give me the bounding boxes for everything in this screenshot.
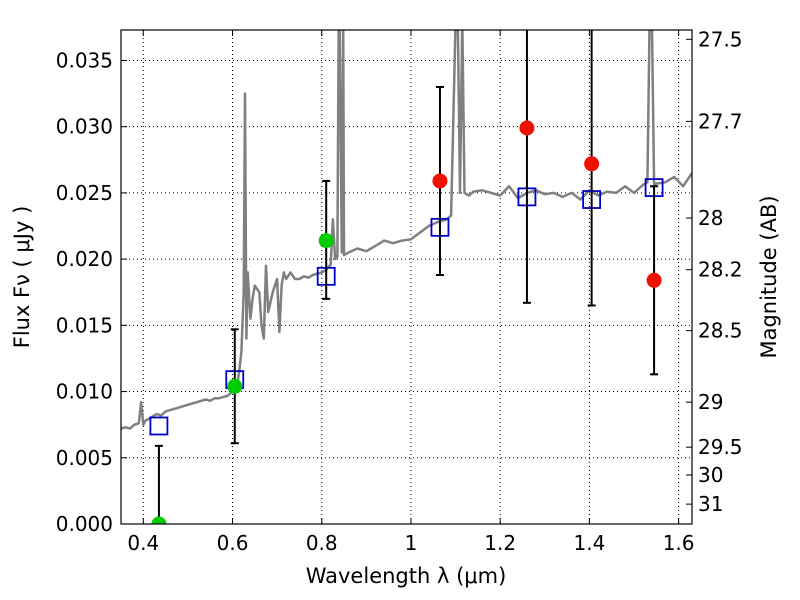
y-tick-label: 0.020 [56,247,113,271]
x-tick-label: 0.6 [217,531,249,555]
upper-limit-point [584,156,600,172]
y-tick-label: 0.030 [56,115,113,139]
model-photometry-square [149,416,169,436]
y-tick-label: 0.025 [56,181,113,205]
x-tick-label: 1 [405,531,418,555]
detection-point [318,233,334,249]
data-layer [121,30,692,524]
x-tick-label: 1.4 [573,531,605,555]
x-tick-label: 0.4 [127,531,159,555]
y2-tick-label: 30 [698,463,723,487]
y-tick-label: 0.000 [56,512,113,536]
y-tick-label: 0.005 [56,446,113,470]
y2-tick-label: 28 [698,206,723,230]
y2-tick-label: 31 [698,492,723,516]
x-tick-label: 1.6 [663,531,695,555]
y2-tick-label: 27.7 [698,109,743,133]
x-axis-title: Wavelength λ (μm) [306,564,507,588]
y2-tick-label: 29.5 [698,435,743,459]
x-tick-label: 1.2 [484,531,516,555]
y2-tick-label: 27.5 [698,27,743,51]
detection-point [151,516,167,524]
y-tick-label: 0.010 [56,380,113,404]
x-tick-label: 0.8 [306,531,338,555]
y2-axis-title: Magnitude (AB) [757,195,781,358]
y-axis-title: Flux Fν ( μJy ) [10,206,34,349]
y-tick-label: 0.035 [56,48,113,72]
plot-frame [120,29,693,525]
y2-tick-label: 28.2 [698,258,743,282]
y2-tick-label: 29 [698,390,723,414]
upper-limit-point [646,272,662,288]
upper-limit-point [519,120,535,136]
y-tick-label: 0.015 [56,313,113,337]
upper-limit-point [432,173,448,189]
detection-point [227,378,243,394]
y2-tick-label: 28.5 [698,319,743,343]
grid-layer [121,30,692,525]
model-spectrum-line [121,30,692,430]
tick-layer: 0.4 0.6 0.8 1 1.2 1.4 1.6 0.000 0.005 0.010 0.015 0… [56,27,743,555]
